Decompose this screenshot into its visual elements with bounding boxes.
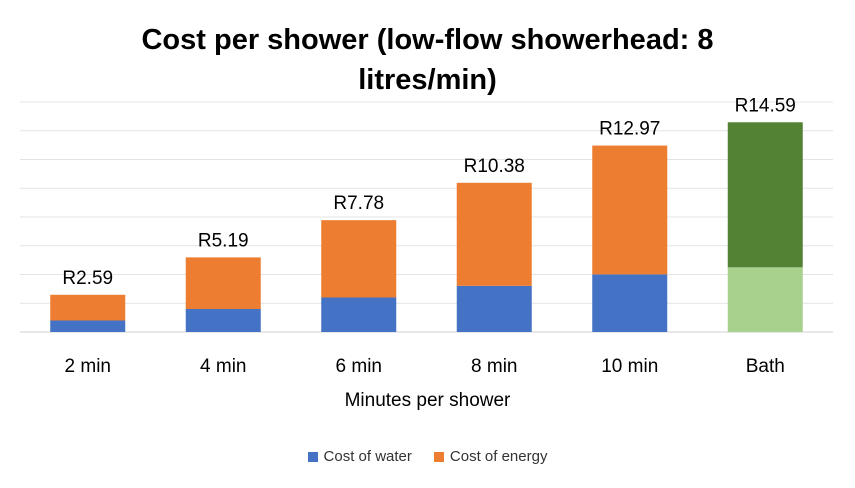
chart-title: Cost per shower (low-flow showerhead: 8 … bbox=[141, 24, 714, 96]
x-tick-label: 8 min bbox=[471, 356, 517, 377]
bar-energy-2-min bbox=[50, 294, 126, 321]
legend: Cost of water Cost of energy bbox=[0, 448, 855, 465]
total-label: R5.19 bbox=[198, 230, 249, 251]
total-label: R2.59 bbox=[62, 268, 113, 289]
bar-water-bath bbox=[727, 267, 803, 332]
x-tick-label: 2 min bbox=[65, 356, 111, 377]
bar-energy-8-min bbox=[456, 182, 532, 286]
x-tick-label: 6 min bbox=[336, 356, 382, 377]
x-tick-label: Bath bbox=[746, 356, 785, 377]
legend-swatch-water bbox=[307, 451, 318, 462]
legend-item-water: Cost of water bbox=[307, 448, 412, 465]
legend-label-water: Cost of water bbox=[323, 448, 412, 465]
x-axis-title: Minutes per shower bbox=[344, 390, 511, 411]
x-tick-label: 4 min bbox=[200, 356, 246, 377]
bar-energy-bath bbox=[727, 122, 803, 268]
bar-water-8-min bbox=[456, 285, 532, 332]
x-tick-label: 10 min bbox=[601, 356, 658, 377]
bar-water-6-min bbox=[321, 297, 397, 332]
total-label: R14.59 bbox=[735, 95, 796, 116]
total-label: R10.38 bbox=[464, 156, 525, 177]
bar-water-4-min bbox=[185, 309, 261, 332]
legend-label-energy: Cost of energy bbox=[449, 448, 548, 465]
bar-energy-10-min bbox=[592, 145, 668, 275]
bar-water-10-min bbox=[592, 274, 668, 332]
bar-water-2-min bbox=[50, 320, 126, 332]
legend-item-energy: Cost of energy bbox=[433, 448, 548, 465]
total-label: R7.78 bbox=[333, 193, 384, 214]
bar-energy-6-min bbox=[321, 220, 397, 298]
total-label: R12.97 bbox=[599, 119, 660, 140]
bar-energy-4-min bbox=[185, 257, 261, 309]
legend-swatch-energy bbox=[433, 451, 444, 462]
